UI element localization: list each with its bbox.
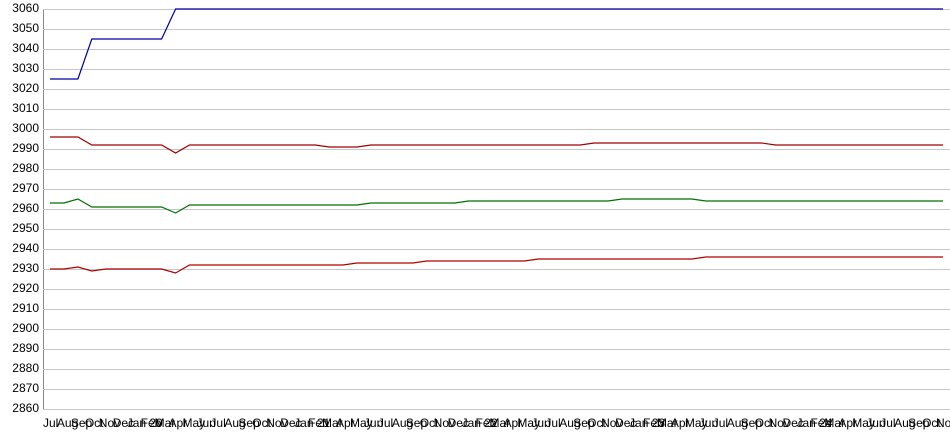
x-tick-label: Dec bbox=[280, 416, 301, 430]
x-tick-label: Mar bbox=[322, 416, 343, 430]
x-tick-label: Sep bbox=[908, 416, 930, 430]
x-tick-label: Oct bbox=[85, 416, 104, 430]
x-tick-label: Jan 22 bbox=[462, 416, 498, 430]
x-tick-label: Aug bbox=[392, 416, 413, 430]
x-tick-label: Nov bbox=[936, 416, 950, 430]
x-tick-label: Oct bbox=[755, 416, 774, 430]
y-tick-label: 2960 bbox=[12, 201, 39, 215]
x-tick-label: Feb bbox=[308, 416, 329, 430]
x-tick-label: Jul bbox=[43, 416, 58, 430]
x-tick-label: Nov bbox=[99, 416, 120, 430]
x-tick-label: May bbox=[685, 416, 708, 430]
x-tick-label: Feb bbox=[643, 416, 664, 430]
x-tick-label: Dec bbox=[615, 416, 636, 430]
y-tick-label: 3020 bbox=[12, 81, 39, 95]
x-tick-label: Mar bbox=[490, 416, 511, 430]
y-tick-label: 2920 bbox=[12, 281, 39, 295]
x-tick-label: Apr bbox=[503, 416, 522, 430]
series-line bbox=[50, 8, 943, 80]
y-tick-label: 2990 bbox=[12, 141, 39, 155]
x-tick-label: Aug bbox=[224, 416, 245, 430]
x-tick-label: Oct bbox=[420, 416, 439, 430]
x-tick-label: Dec bbox=[448, 416, 469, 430]
x-tick-label: Oct bbox=[252, 416, 271, 430]
y-tick-label: 3000 bbox=[12, 121, 39, 135]
x-tick-label: Apr bbox=[838, 416, 857, 430]
x-tick-label: Dec bbox=[113, 416, 134, 430]
x-tick-label: May bbox=[350, 416, 373, 430]
x-tick-label: Aug bbox=[727, 416, 748, 430]
y-tick-label: 2890 bbox=[12, 341, 39, 355]
y-tick-label: 2880 bbox=[12, 361, 39, 375]
x-tick-label: Jan 23 bbox=[629, 416, 665, 430]
x-tick-label: Mar bbox=[155, 416, 176, 430]
x-tick-label: Apr bbox=[671, 416, 690, 430]
x-tick-label: May bbox=[517, 416, 540, 430]
x-tick-label: Aug bbox=[894, 416, 915, 430]
x-tick-label: Apr bbox=[336, 416, 355, 430]
x-tick-label: Aug bbox=[559, 416, 580, 430]
y-tick-label: 2950 bbox=[12, 221, 39, 235]
x-tick-label: Aug bbox=[57, 416, 78, 430]
x-tick-label: Sep bbox=[573, 416, 595, 430]
y-tick-label: 2910 bbox=[12, 301, 39, 315]
y-tick-label: 2980 bbox=[12, 161, 39, 175]
x-tick-label: May bbox=[852, 416, 875, 430]
y-tick-label: 2900 bbox=[12, 321, 39, 335]
x-tick-label: Jun bbox=[866, 416, 885, 430]
x-tick-label: Mar bbox=[657, 416, 678, 430]
x-tick-label: Feb bbox=[476, 416, 497, 430]
x-tick-label: Apr bbox=[169, 416, 188, 430]
x-tick-label: Oct bbox=[587, 416, 606, 430]
x-tick-label: Feb bbox=[810, 416, 831, 430]
y-tick-label: 3010 bbox=[12, 101, 39, 115]
y-tick-label: 2870 bbox=[12, 381, 39, 395]
y-tick-label: 3040 bbox=[12, 41, 39, 55]
series-line bbox=[50, 256, 943, 274]
x-tick-label: Jul bbox=[713, 416, 728, 430]
x-tick-label: Jul bbox=[378, 416, 393, 430]
x-tick-label: Jun bbox=[531, 416, 550, 430]
x-tick-label: Jan 21 bbox=[294, 416, 330, 430]
x-tick-label: Jun bbox=[364, 416, 383, 430]
series-line bbox=[50, 136, 943, 154]
x-tick-label: Jan 24 bbox=[796, 416, 832, 430]
x-tick-label: Sep bbox=[741, 416, 763, 430]
x-tick-label: Nov bbox=[434, 416, 455, 430]
x-tick-label: Feb bbox=[141, 416, 162, 430]
y-tick-label: 2860 bbox=[12, 401, 39, 415]
y-tick-label: 3060 bbox=[12, 1, 39, 15]
x-tick-label: Jun bbox=[699, 416, 718, 430]
x-tick-label: Sep bbox=[406, 416, 428, 430]
x-tick-label: Oct bbox=[922, 416, 941, 430]
x-tick-label: Jul bbox=[880, 416, 895, 430]
x-tick-label: Jan 20 bbox=[127, 416, 163, 430]
y-tick-label: 2940 bbox=[12, 241, 39, 255]
y-tick-label: 2930 bbox=[12, 261, 39, 275]
x-tick-label: Dec bbox=[783, 416, 804, 430]
x-tick-label: Mar bbox=[824, 416, 845, 430]
y-tick-label: 3030 bbox=[12, 61, 39, 75]
x-tick-label: May bbox=[183, 416, 206, 430]
x-tick-label: Nov bbox=[266, 416, 287, 430]
x-tick-label: Jun bbox=[196, 416, 215, 430]
y-tick-label: 2970 bbox=[12, 181, 39, 195]
x-tick-label: Jul bbox=[210, 416, 225, 430]
x-tick-label: Nov bbox=[769, 416, 790, 430]
series-line bbox=[50, 198, 943, 214]
x-tick-label: Sep bbox=[238, 416, 260, 430]
x-tick-label: Sep bbox=[71, 416, 93, 430]
x-tick-label: Nov bbox=[601, 416, 622, 430]
y-tick-label: 3050 bbox=[12, 21, 39, 35]
x-tick-label: Jul bbox=[545, 416, 560, 430]
